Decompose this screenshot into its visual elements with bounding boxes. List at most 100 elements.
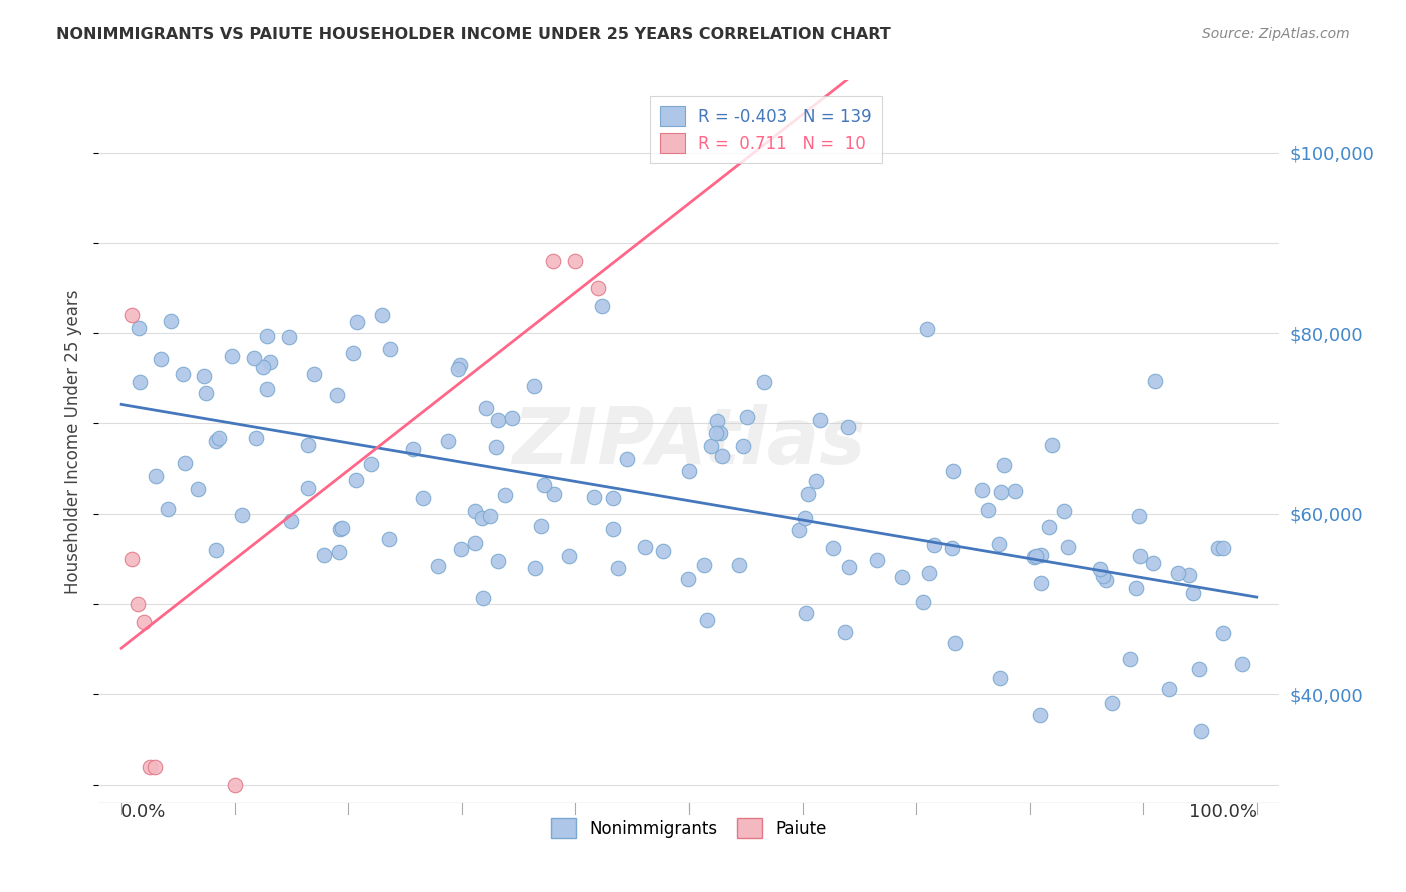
Point [138, 760, 160, 774]
Point [524, 560, 547, 574]
Point [280, 514, 302, 528]
Point [1024, 549, 1046, 564]
Point [676, 572, 699, 586]
Point [371, 308, 394, 322]
Point [634, 540, 657, 554]
Point [1129, 549, 1152, 564]
Point [344, 473, 367, 487]
Point [586, 281, 609, 295]
Point [699, 439, 721, 453]
Point [911, 595, 934, 609]
Point [204, 434, 226, 449]
Point [1119, 652, 1142, 666]
Point [1188, 662, 1211, 676]
Point [243, 351, 266, 365]
Point [1038, 520, 1060, 534]
Point [1095, 573, 1118, 587]
Point [205, 543, 228, 558]
Point [1230, 657, 1253, 672]
Point [129, 375, 152, 389]
Point [1057, 540, 1080, 554]
Point [917, 566, 939, 580]
Point [564, 253, 586, 268]
Point [172, 367, 194, 381]
Y-axis label: Householder Income Under 25 years: Householder Income Under 25 years [65, 289, 83, 594]
Point [794, 606, 817, 620]
Point [231, 508, 253, 522]
Point [1101, 696, 1123, 710]
Point [447, 362, 470, 376]
Point [145, 468, 167, 483]
Point [1053, 504, 1076, 518]
Point [941, 541, 963, 555]
Point [530, 519, 553, 533]
Point [1040, 438, 1063, 452]
Point [1157, 681, 1180, 696]
Point [797, 487, 820, 501]
Point [132, 615, 155, 630]
Point [1212, 541, 1234, 556]
Point [1025, 549, 1047, 563]
Point [486, 554, 509, 568]
Point [1189, 724, 1212, 739]
Point [256, 329, 278, 343]
Point [278, 330, 301, 344]
Point [194, 386, 217, 401]
Point [838, 560, 860, 574]
Point [464, 535, 486, 549]
Point [297, 481, 319, 495]
Point [501, 411, 523, 425]
Text: 100.0%: 100.0% [1188, 803, 1257, 821]
Point [412, 491, 434, 505]
Point [314, 548, 336, 562]
Point [127, 597, 149, 611]
Point [793, 511, 815, 525]
Point [582, 490, 605, 504]
Text: Source: ZipAtlas.com: Source: ZipAtlas.com [1202, 27, 1350, 41]
Point [915, 322, 938, 336]
Point [602, 522, 624, 536]
Point [602, 491, 624, 505]
Point [1004, 483, 1026, 498]
Point [522, 379, 544, 393]
Legend: Nonimmigrants, Paiute: Nonimmigrants, Paiute [544, 812, 834, 845]
Point [823, 541, 845, 555]
Point [121, 308, 143, 322]
Point [706, 415, 728, 429]
Point [330, 521, 353, 535]
Point [224, 778, 246, 792]
Point [485, 440, 508, 454]
Point [150, 351, 173, 366]
Point [1142, 556, 1164, 570]
Point [187, 482, 209, 496]
Point [1029, 708, 1052, 723]
Point [378, 343, 401, 357]
Point [558, 549, 581, 563]
Point [1206, 541, 1229, 555]
Point [208, 432, 231, 446]
Point [464, 504, 486, 518]
Point [727, 558, 749, 573]
Point [128, 321, 150, 335]
Point [837, 419, 859, 434]
Point [804, 474, 827, 488]
Point [533, 477, 555, 491]
Point [256, 382, 278, 396]
Point [328, 544, 350, 558]
Point [988, 671, 1011, 685]
Point [143, 760, 166, 774]
Point [808, 413, 831, 427]
Point [121, 552, 143, 566]
Point [693, 558, 716, 573]
Point [678, 464, 700, 478]
Point [156, 501, 179, 516]
Point [297, 438, 319, 452]
Point [479, 508, 502, 523]
Point [652, 544, 675, 558]
Point [259, 355, 281, 369]
Point [221, 349, 243, 363]
Text: NONIMMIGRANTS VS PAIUTE HOUSEHOLDER INCOME UNDER 25 YEARS CORRELATION CHART: NONIMMIGRANTS VS PAIUTE HOUSEHOLDER INCO… [56, 27, 891, 42]
Point [942, 464, 965, 478]
Point [752, 376, 775, 390]
Point [449, 358, 471, 372]
